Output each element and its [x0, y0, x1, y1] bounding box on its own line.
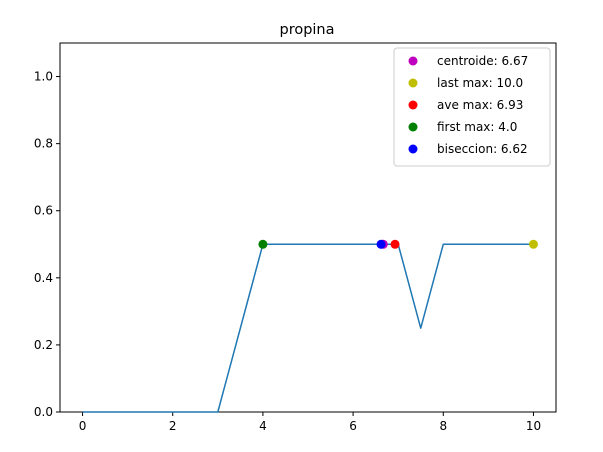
- x-tick-label: 10: [526, 419, 541, 433]
- series-line: [82, 243, 534, 413]
- y-tick-label: 0.2: [34, 338, 53, 352]
- legend-marker: [408, 144, 418, 154]
- data-layer: [82, 239, 538, 413]
- y-tick-label: 1.0: [34, 70, 53, 84]
- marker-point: [376, 239, 386, 249]
- x-tick-label: 4: [259, 419, 267, 433]
- legend-label: ave max: 6.93: [437, 98, 523, 112]
- legend-label: centroide: 6.67: [437, 54, 528, 68]
- marker-point: [528, 239, 538, 249]
- x-tick-label: 6: [349, 419, 357, 433]
- y-tick-label: 0.6: [34, 204, 53, 218]
- axes-frame: [59, 42, 557, 413]
- marker-point: [258, 239, 268, 249]
- legend-marker: [408, 56, 418, 66]
- x-tick-label: 2: [169, 419, 177, 433]
- legend-marker: [408, 78, 418, 88]
- y-tick-label: 0.8: [34, 137, 53, 151]
- plot-area: 0 2 4 6 8 10 0.0 0.2 0.4 0.6 0.8 1.0: [34, 42, 557, 433]
- legend: centroide: 6.67 last max: 10.0 ave max: 6.…: [393, 47, 551, 167]
- marker-point: [390, 239, 400, 249]
- x-tick-label: 0: [79, 419, 87, 433]
- x-tick-label: 8: [439, 419, 447, 433]
- legend-marker: [408, 122, 418, 132]
- legend-label: biseccion: 6.62: [437, 142, 528, 156]
- legend-label: last max: 10.0: [437, 76, 523, 90]
- y-tick-label: 0.4: [34, 271, 53, 285]
- legend-box: [393, 47, 551, 167]
- legend-label: first max: 4.0: [437, 120, 517, 134]
- chart-title: propina: [279, 22, 334, 38]
- y-tick-label: 0.0: [34, 405, 53, 419]
- legend-marker: [408, 100, 418, 110]
